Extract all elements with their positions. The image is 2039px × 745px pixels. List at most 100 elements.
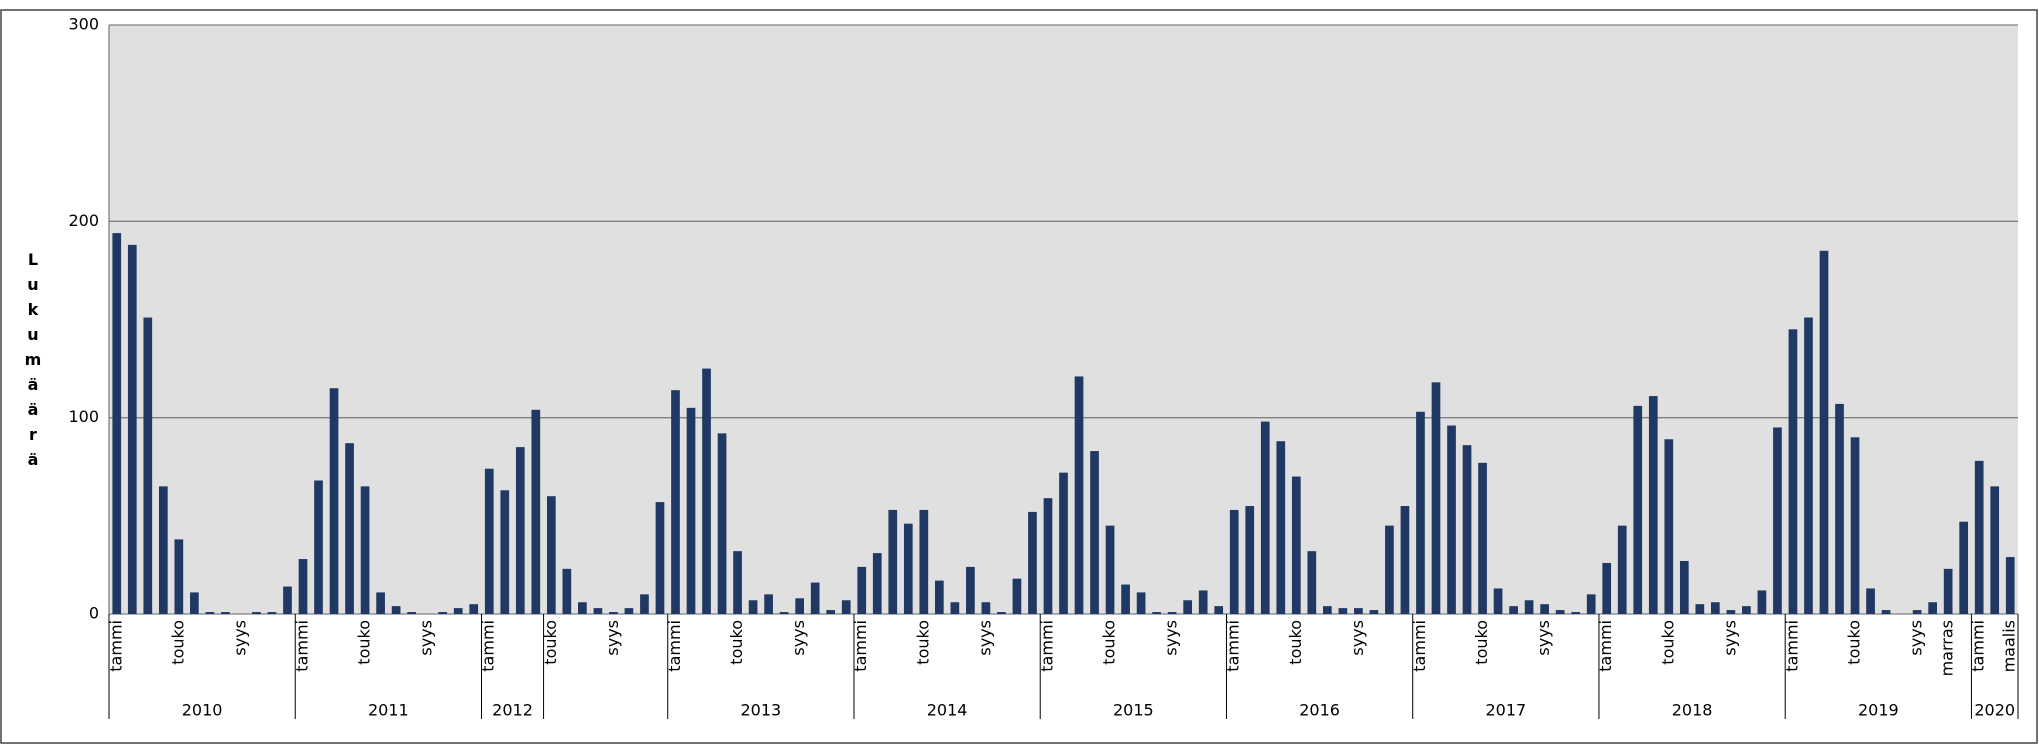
bar: [1524, 600, 1534, 614]
x-tick-label: syys: [603, 620, 622, 656]
bar: [438, 612, 448, 614]
bar: [1866, 588, 1875, 614]
bar: [1742, 606, 1751, 614]
y-tick-label: 100: [68, 407, 99, 426]
bar: [888, 509, 898, 614]
bar: [671, 390, 680, 614]
x-tick-label: tammi: [1037, 620, 1056, 672]
x-group-label: 2012: [492, 701, 533, 720]
bar: [1385, 525, 1394, 614]
x-tick-label: touko: [168, 620, 187, 665]
x-group-label: 2019: [1858, 701, 1899, 720]
bar: [205, 612, 215, 614]
bar: [1928, 602, 1937, 614]
bar: [127, 244, 137, 615]
bar: [997, 612, 1006, 614]
x-tick-label: touko: [1472, 620, 1491, 665]
bar: [1416, 411, 1425, 614]
bar: [686, 407, 696, 614]
bar: [360, 486, 370, 614]
y-tick-label: 200: [68, 211, 99, 230]
bar: [2005, 557, 2015, 614]
bar: [1322, 606, 1332, 614]
bar: [1664, 439, 1674, 614]
bar: [655, 502, 665, 614]
x-tick-label: tammi: [1969, 620, 1988, 672]
bar: [1167, 612, 1177, 614]
bar: [1648, 396, 1658, 614]
bar: [810, 582, 820, 614]
bar: [733, 551, 742, 614]
x-tick-label: touko: [913, 620, 932, 665]
bar: [1090, 451, 1099, 614]
x-tick-label: touko: [1845, 620, 1864, 665]
x-tick-label: syys: [1720, 620, 1739, 656]
bar: [376, 592, 385, 614]
x-tick-label: syys: [230, 620, 249, 656]
bar: [1943, 568, 1953, 614]
x-group-label: 2017: [1485, 701, 1526, 720]
bar: [764, 594, 773, 614]
x-tick-label: tammi: [1224, 620, 1243, 672]
x-tick-label: syys: [975, 620, 994, 656]
x-group-label: 2015: [1113, 701, 1154, 720]
bar: [407, 612, 416, 614]
bar: [1509, 606, 1518, 614]
x-tick-label: tammi: [665, 620, 684, 672]
x-group-label: 2018: [1672, 701, 1713, 720]
y-tick-label: 300: [68, 15, 99, 34]
bar: [1773, 427, 1782, 614]
bar: [329, 388, 339, 614]
bar: [158, 486, 168, 614]
bar: [252, 612, 261, 614]
bar: [562, 568, 572, 614]
bar: [1695, 604, 1705, 614]
bar: [1229, 509, 1239, 614]
bar: [578, 602, 587, 614]
bar: [717, 433, 727, 614]
bar: [1478, 462, 1487, 614]
bar: [826, 610, 836, 614]
x-tick-label: tammi: [106, 620, 125, 672]
bar: [1074, 376, 1084, 614]
bar: [1633, 405, 1643, 614]
bar: [1354, 608, 1363, 614]
bar: [795, 598, 805, 614]
bar: [1540, 604, 1549, 614]
bar: [112, 233, 122, 614]
x-tick-label: syys: [1534, 620, 1553, 656]
bar: [314, 480, 323, 614]
bar: [981, 602, 991, 614]
bar: [1291, 476, 1301, 614]
bar: [1214, 606, 1224, 614]
x-tick-label: touko: [355, 620, 374, 665]
bar: [609, 612, 618, 614]
bar: [1152, 612, 1161, 614]
bar: [283, 586, 292, 614]
bar: [345, 443, 354, 614]
bar: [298, 559, 308, 614]
bar: [1726, 610, 1736, 614]
bar: [1974, 460, 1984, 614]
bar: [1804, 317, 1813, 614]
bar: [1990, 486, 2000, 614]
bar: [1447, 425, 1456, 614]
bar: [174, 539, 184, 614]
bar: [624, 608, 634, 614]
bar: [1912, 610, 1922, 614]
x-tick-label: touko: [1100, 620, 1119, 665]
bar: [1850, 437, 1860, 614]
bar: [1028, 511, 1037, 614]
x-tick-label: touko: [1286, 620, 1305, 665]
bar: [221, 612, 230, 614]
x-tick-label: syys: [1162, 620, 1181, 656]
x-group-label: 2016: [1299, 701, 1340, 720]
x-tick-label: syys: [1348, 620, 1367, 656]
x-group-label: 2013: [740, 701, 781, 720]
bar: [500, 490, 510, 614]
bar: [857, 566, 867, 614]
x-tick-label: tammi: [293, 620, 312, 672]
x-tick-label: touko: [1658, 620, 1677, 665]
bar: [1307, 551, 1317, 614]
